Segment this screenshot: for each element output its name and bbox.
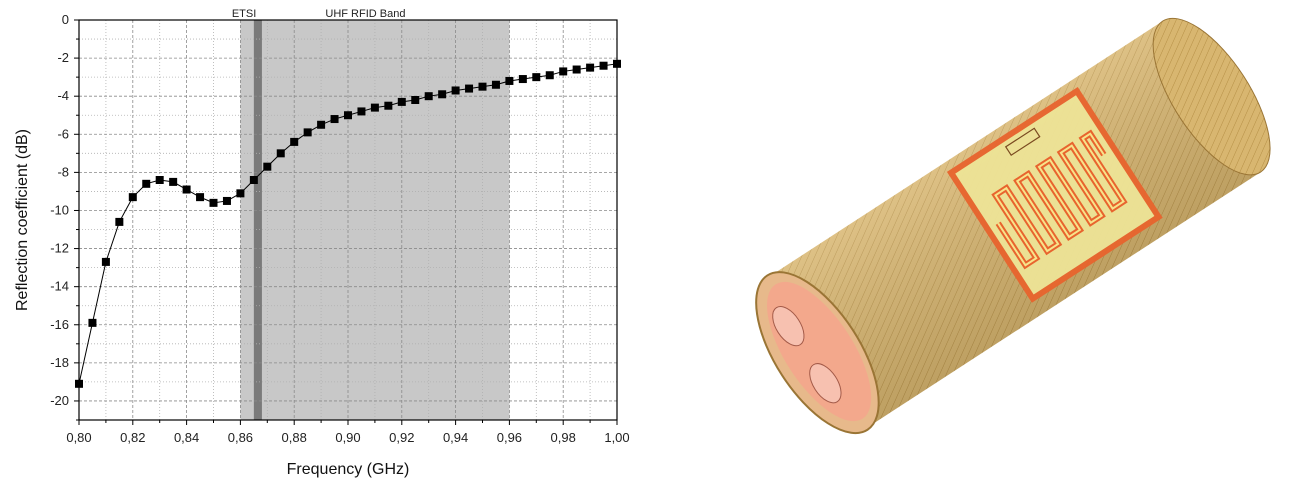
data-point (397, 97, 406, 106)
y-tick-label: -10 (50, 202, 69, 217)
data-point (370, 103, 379, 112)
data-point (263, 162, 272, 171)
uhf-band-label: UHF RFID Band (325, 8, 405, 20)
data-point (317, 120, 326, 129)
rfid-tag-pipe-model (755, 17, 1271, 435)
data-point (303, 128, 312, 137)
band-1 (253, 20, 262, 420)
data-point (330, 115, 339, 124)
data-point (518, 75, 527, 84)
data-point (155, 176, 164, 184)
x-axis-title: Frequency (GHz) (287, 461, 410, 478)
data-point (276, 149, 285, 158)
data-point (222, 196, 231, 205)
data-point (599, 61, 608, 70)
data-point (182, 185, 191, 194)
data-point (344, 111, 352, 120)
y-tick-label: -18 (50, 355, 69, 370)
tag-chip (1004, 127, 1041, 157)
x-tick-label: 0,94 (443, 430, 468, 445)
inner-conductor-1 (772, 306, 805, 347)
data-point (209, 198, 218, 207)
data-point (572, 65, 581, 74)
y-tick-label: -8 (57, 164, 69, 179)
x-tick-label: 0,88 (282, 430, 307, 445)
y-axis-title: Reflection coefficient (dB) (14, 129, 31, 311)
y-tick-label: -20 (50, 393, 69, 408)
x-tick-label: 1,00 (604, 430, 629, 445)
data-point (505, 76, 514, 85)
data-point (101, 257, 110, 266)
y-tick-label: -14 (50, 279, 69, 294)
etsi-band-label: ETSI (232, 8, 256, 20)
data-point (424, 92, 433, 101)
data-point (465, 84, 474, 93)
data-point (384, 101, 393, 110)
data-point (478, 82, 487, 91)
reflection-coefficient-chart: 0,80 0,82 0,84 0,86 0,88 0,90 0,92 0,94 0,96 0,98… (14, 8, 630, 478)
data-point (128, 193, 137, 202)
data-point (88, 318, 97, 327)
data-point (249, 176, 258, 184)
y-tick-label: -4 (57, 88, 69, 103)
data-point (559, 67, 568, 76)
axis-ticks: 0,80 0,82 0,84 0,86 0,88 0,90 0,92 0,94 0,96 0,98… (50, 12, 629, 445)
x-tick-label: 0,98 (551, 430, 576, 445)
data-point (169, 177, 178, 186)
data-point (290, 137, 299, 146)
data-point (586, 63, 595, 72)
y-tick-label: -12 (50, 241, 69, 256)
data-point (236, 189, 245, 198)
data-point (411, 96, 420, 104)
y-tick-label: -2 (57, 50, 69, 65)
y-tick-label: -16 (50, 317, 69, 332)
data-point (115, 217, 124, 226)
data-point (357, 107, 366, 116)
data-point (451, 86, 460, 95)
data-point (142, 179, 151, 188)
x-tick-label: 0,82 (120, 430, 145, 445)
x-tick-label: 0,80 (66, 430, 91, 445)
y-tick-label: -6 (57, 126, 69, 141)
x-tick-label: 0,96 (497, 430, 522, 445)
data-point (196, 193, 205, 202)
x-tick-label: 0,86 (228, 430, 253, 445)
x-tick-label: 0,84 (174, 430, 199, 445)
x-tick-label: 0,92 (389, 430, 414, 445)
x-tick-label: 0,90 (335, 430, 360, 445)
data-point (532, 73, 541, 82)
pipe-far-end (1152, 17, 1271, 176)
inner-conductor-2 (809, 363, 842, 404)
data-point (438, 90, 447, 99)
y-tick-label: 0 (62, 12, 69, 27)
data-point (491, 80, 500, 89)
data-point (545, 71, 554, 80)
